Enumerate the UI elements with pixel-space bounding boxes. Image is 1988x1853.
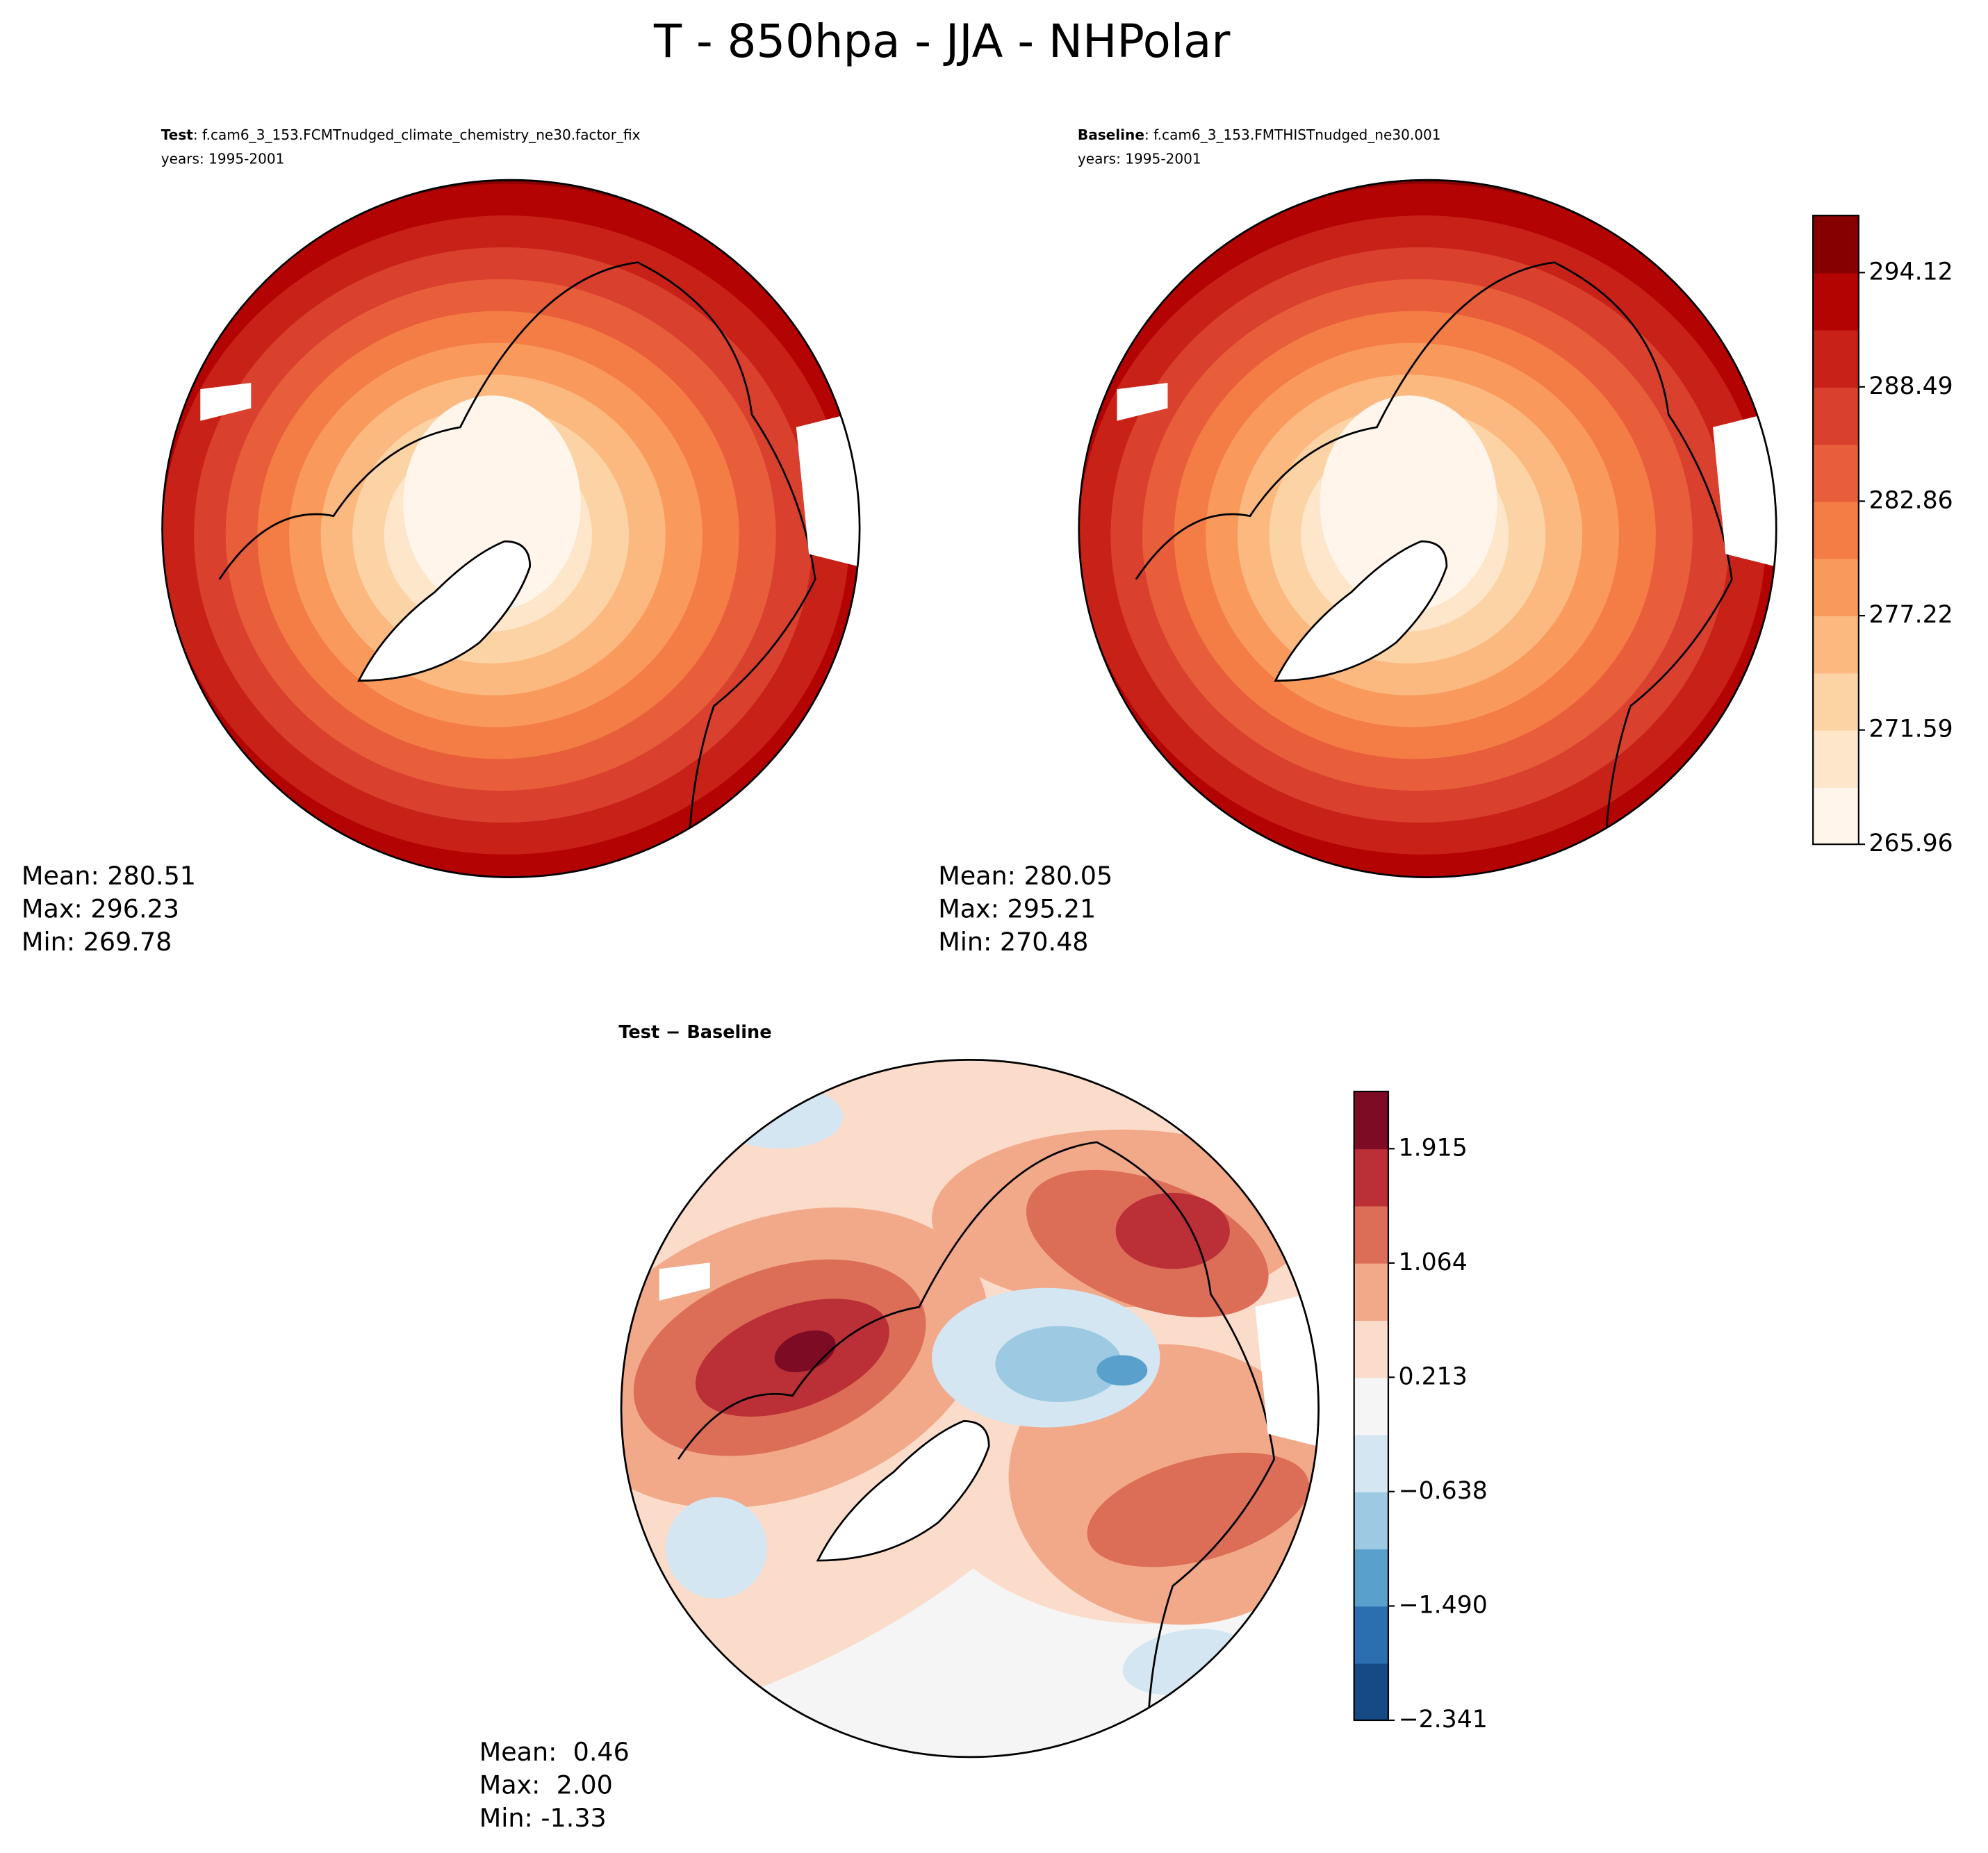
colorbar-segment (1813, 787, 1859, 846)
colorbar-tick-label: 1.064 (1399, 1249, 1468, 1276)
colorbar-segment (1354, 1377, 1388, 1435)
map (162, 180, 860, 878)
colorbar-segment (1813, 272, 1859, 331)
colorbar-segment (1813, 558, 1859, 616)
map-boundary (620, 1058, 1320, 1759)
contour-band (665, 1497, 767, 1599)
panel-label: Baseline (1078, 126, 1144, 143)
contour-band (1087, 1452, 1309, 1567)
contour-band (1320, 395, 1497, 611)
greenland (357, 540, 532, 682)
panel-label: Test (161, 126, 194, 143)
stat-line: Mean: 280.51 (22, 861, 196, 891)
colorbar-segment (1354, 1091, 1388, 1150)
coastline (218, 261, 816, 871)
contour-band (995, 1326, 1122, 1402)
colorbar-tick-label: 288.49 (1868, 372, 1953, 400)
colorbar-segment (1813, 616, 1859, 674)
map (1078, 180, 1777, 878)
greenland (816, 1419, 990, 1562)
colorbar-segment (1813, 444, 1859, 502)
colorbar-segment (1354, 1148, 1388, 1207)
colorbar-tick-label: 1.915 (1399, 1134, 1468, 1162)
colorbar-tick-label: 277.22 (1868, 601, 1953, 629)
map-boundary (161, 179, 861, 878)
panel-case: : f.cam6_3_153.FCMTnudged_climate_chemis… (193, 126, 641, 143)
colorbar-segment (1354, 1320, 1388, 1378)
panel-header: Baseline: f.cam6_3_153.FMTHISTnudged_ne3… (1078, 126, 1441, 143)
colorbar-tick-label: −0.638 (1399, 1477, 1488, 1505)
colorbar-tick-label: −2.341 (1399, 1706, 1488, 1733)
stat-line: Min: 270.48 (938, 927, 1088, 957)
panel-header: Test: f.cam6_3_153.FCMTnudged_climate_ch… (161, 126, 641, 143)
colorbar-tick-label: 271.59 (1868, 716, 1953, 743)
colorbar-segment (1354, 1663, 1388, 1721)
greenland (1274, 540, 1448, 682)
map (621, 1060, 1319, 1757)
panel-case: : f.cam6_3_153.FMTHISTnudged_ne30.001 (1144, 126, 1441, 143)
stat-line: Min: -1.33 (479, 1803, 607, 1833)
colorbar-segment (1813, 730, 1859, 788)
contour-band (1096, 1355, 1148, 1386)
colorbar-segment (1813, 329, 1859, 388)
stat-line: Max: 295.21 (938, 894, 1096, 924)
map-boundary (1078, 179, 1777, 878)
figure-title: T - 850hpa - JJA - NHPolar (653, 15, 1230, 68)
panel-years: years: 1995-2001 (161, 150, 285, 167)
colorbar-segment (1354, 1434, 1388, 1492)
colorbar-segment (1813, 215, 1859, 274)
colorbar-segment (1813, 386, 1859, 445)
coastline (1135, 261, 1733, 871)
colorbar-segment (1354, 1205, 1388, 1264)
colorbar-segment (1813, 501, 1859, 559)
colorbar-tick-label: 265.96 (1868, 830, 1953, 857)
colorbar-tick-label: 0.213 (1399, 1362, 1468, 1390)
colorbar-tick-label: −1.490 (1399, 1591, 1488, 1619)
colorbar-frame (1353, 1090, 1390, 1722)
contour-band (403, 395, 581, 611)
colorbar-segment (1354, 1491, 1388, 1550)
stat-line: Mean: 280.05 (938, 861, 1112, 891)
panel-years: years: 1995-2001 (1078, 150, 1201, 167)
colorbar-tick-label: 294.12 (1868, 258, 1953, 286)
colorbar-segment (1813, 673, 1859, 731)
colorbar-segment (1354, 1549, 1388, 1607)
colorbar-segment (1354, 1606, 1388, 1664)
stat-line: Mean: 0.46 (479, 1737, 630, 1767)
stat-line: Max: 2.00 (479, 1770, 613, 1800)
contour-band (1115, 1192, 1230, 1269)
colorbar-frame (1812, 215, 1859, 846)
colorbar-tick-label: 282.86 (1868, 486, 1953, 514)
stat-line: Max: 296.23 (22, 894, 179, 924)
colorbar-segment (1354, 1262, 1388, 1321)
panel-title: Test − Baseline (618, 1022, 771, 1043)
coastline (677, 1141, 1276, 1751)
stat-line: Min: 269.78 (22, 927, 172, 957)
